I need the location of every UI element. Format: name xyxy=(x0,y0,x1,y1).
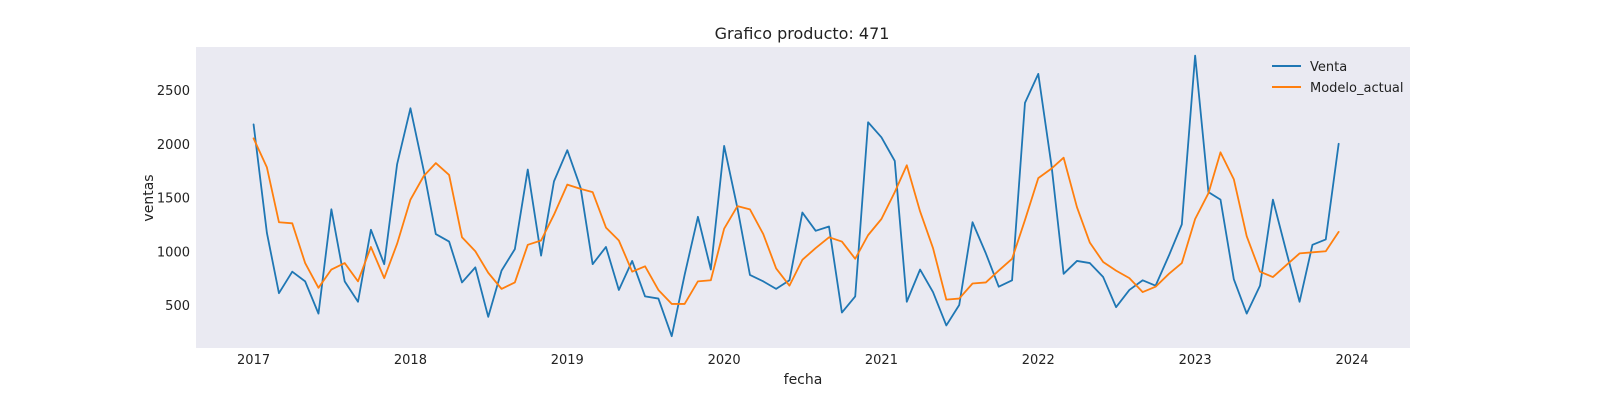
x-tick-label: 2018 xyxy=(394,353,427,368)
x-tick-label: 2024 xyxy=(1335,353,1368,368)
x-tick-label: 2020 xyxy=(708,353,741,368)
x-tick-label: 2019 xyxy=(551,353,584,368)
y-tick-label: 1500 xyxy=(157,192,190,207)
series-line-modelo-actual xyxy=(252,137,1340,305)
x-axis-label: fecha xyxy=(784,372,823,388)
chart-title: Grafico producto: 471 xyxy=(715,24,890,43)
y-axis-ticks: 500 1000 1500 2000 2500 xyxy=(157,84,190,314)
y-tick-label: 2000 xyxy=(157,138,190,153)
y-tick-label: 500 xyxy=(165,299,190,314)
x-tick-label: 2023 xyxy=(1179,353,1212,368)
series-line-venta xyxy=(252,54,1340,338)
legend: Venta Modelo_actual xyxy=(1272,60,1404,96)
y-tick-label: 2500 xyxy=(157,84,190,99)
x-tick-label: 2021 xyxy=(865,353,898,368)
y-tick-label: 1000 xyxy=(157,245,190,260)
plot-area xyxy=(196,47,1410,348)
y-axis-label: ventas xyxy=(141,174,157,221)
x-tick-label: 2022 xyxy=(1022,353,1055,368)
series-lines xyxy=(252,54,1340,338)
legend-label: Venta xyxy=(1310,60,1347,75)
legend-label: Modelo_actual xyxy=(1310,81,1404,96)
x-axis-ticks: 2017 2018 2019 2020 2021 2022 2023 2024 xyxy=(237,353,1368,368)
x-tick-label: 2017 xyxy=(237,353,270,368)
